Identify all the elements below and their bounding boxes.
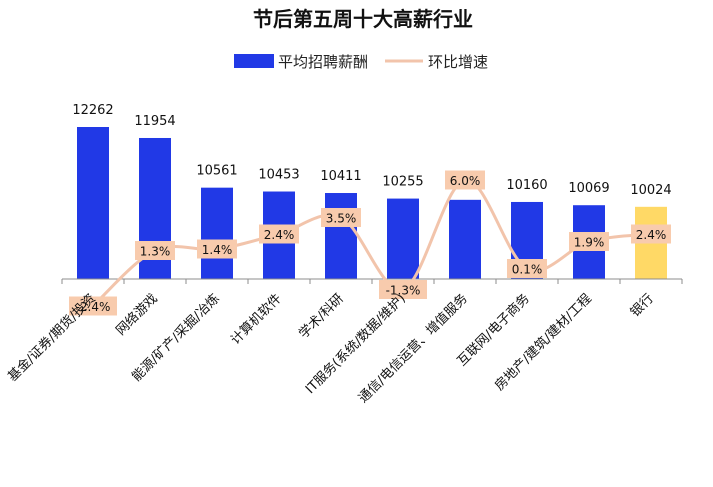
growth-label-text-1: -2.4% (76, 300, 111, 314)
growth-label-4: 2.4% (259, 224, 299, 244)
salary-value-label-3: 10561 (196, 164, 237, 179)
growth-label-box-10 (631, 224, 671, 244)
legend-bar-label: 平均招聘薪酬 (278, 53, 368, 71)
salary-value-label-8: 10160 (506, 178, 547, 193)
salary-value-label-10: 10024 (630, 183, 671, 198)
category-label-4: 计算机软件 (228, 291, 285, 348)
growth-label-text-9: 1.9% (574, 236, 605, 250)
growth-label-text-4: 2.4% (264, 228, 295, 242)
salary-bar-5 (325, 193, 357, 279)
growth-label-3: 1.4% (197, 239, 237, 259)
legend: 平均招聘薪酬 环比增速 (234, 53, 488, 71)
category-label-1: 基金/证券/期货/投资 (5, 291, 99, 385)
growth-label-box-2 (135, 241, 175, 260)
category-label-5: 学术/科研 (296, 291, 347, 342)
growth-label-text-7: 6.0% (450, 174, 481, 188)
salary-bar-7 (449, 199, 481, 279)
category-label-2: 网络游戏 (113, 291, 161, 339)
chart-title: 节后第五周十大高薪行业 (253, 7, 473, 31)
category-label-10: 银行 (628, 291, 657, 320)
growth-label-7: 6.0% (445, 170, 485, 190)
growth-label-9: 1.9% (569, 232, 609, 251)
growth-label-box-1 (69, 296, 117, 316)
growth-label-text-5: 3.5% (326, 212, 357, 226)
salary-value-label-1: 12262 (72, 103, 113, 118)
salary-value-label-9: 10069 (568, 181, 609, 196)
growth-label-5: 3.5% (321, 208, 361, 227)
salary-bar-1 (77, 127, 109, 279)
axis-layer (61, 278, 683, 284)
growth-label-text-2: 1.3% (140, 245, 171, 259)
growth-label-10: 2.4% (631, 224, 671, 244)
growth-labels-layer: -2.4% 1.3% 1.4% 2.4% 3.5% -1.3% 6.0% 0.1% 1.9% 2.… (69, 170, 671, 316)
growth-label-box-6 (379, 280, 427, 299)
growth-label-box-3 (197, 239, 237, 259)
growth-rate-line (91, 178, 652, 308)
salary-bar-6 (387, 198, 419, 279)
growth-label-text-6: -1.3% (386, 284, 421, 298)
category-label-6: IT服务(系统/数据/维护) (302, 291, 409, 398)
salary-value-label-6: 10255 (382, 175, 423, 190)
legend-bar-swatch (234, 54, 274, 68)
growth-label-box-9 (569, 232, 609, 251)
salary-value-label-4: 10453 (258, 168, 299, 183)
salary-bar-3 (201, 187, 233, 279)
category-label-7: 通信/电信运营、增值服务 (355, 291, 471, 407)
salary-value-label-2: 11954 (134, 114, 175, 129)
salary-value-label-5: 10411 (320, 169, 361, 184)
growth-label-1: -2.4% (69, 296, 117, 316)
growth-label-box-7 (445, 170, 485, 190)
growth-label-6: -1.3% (379, 280, 427, 299)
growth-label-8: 0.1% (507, 259, 547, 278)
growth-label-box-8 (507, 259, 547, 278)
growth-label-2: 1.3% (135, 241, 175, 260)
legend-line-label: 环比增速 (428, 53, 488, 71)
growth-label-box-5 (321, 208, 361, 227)
growth-line-layer (91, 178, 652, 308)
growth-label-text-3: 1.4% (202, 243, 233, 257)
growth-label-box-4 (259, 224, 299, 244)
growth-label-text-10: 2.4% (636, 228, 667, 242)
growth-label-text-8: 0.1% (512, 263, 543, 277)
